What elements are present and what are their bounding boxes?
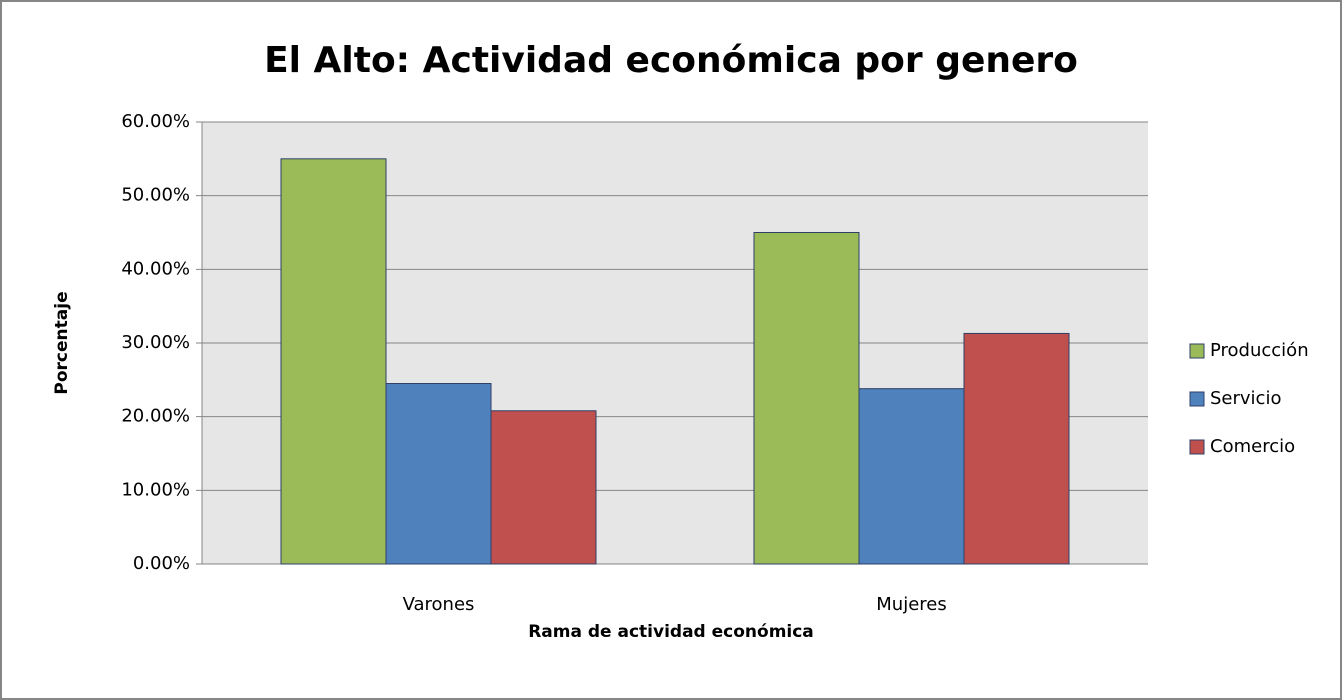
bar bbox=[490, 410, 597, 565]
y-tick-label: 0.00% bbox=[133, 553, 190, 574]
legend-label: Producción bbox=[1210, 340, 1309, 361]
y-tick-label: 10.00% bbox=[121, 479, 190, 500]
y-tick-label: 50.00% bbox=[121, 185, 190, 206]
bar bbox=[385, 383, 492, 565]
bar bbox=[280, 158, 387, 565]
x-axis-label: Rama de actividad económica bbox=[528, 622, 814, 642]
bar bbox=[858, 388, 965, 565]
y-tick-label: 30.00% bbox=[121, 332, 190, 353]
legend-swatch bbox=[1189, 391, 1205, 407]
y-tick-label: 20.00% bbox=[121, 406, 190, 427]
legend-label: Comercio bbox=[1210, 436, 1295, 457]
x-tick-label: Varones bbox=[403, 594, 475, 615]
y-axis-label: Porcentaje bbox=[52, 291, 72, 394]
chart-title: El Alto: Actividad económica por genero bbox=[264, 40, 1078, 81]
y-tick-label: 60.00% bbox=[121, 111, 190, 132]
bar bbox=[753, 232, 860, 565]
x-tick-label: Mujeres bbox=[876, 594, 946, 615]
legend-swatch bbox=[1189, 439, 1205, 455]
y-tick-label: 40.00% bbox=[121, 258, 190, 279]
legend-swatch bbox=[1189, 343, 1205, 359]
legend-label: Servicio bbox=[1210, 388, 1281, 409]
bar bbox=[963, 332, 1070, 565]
